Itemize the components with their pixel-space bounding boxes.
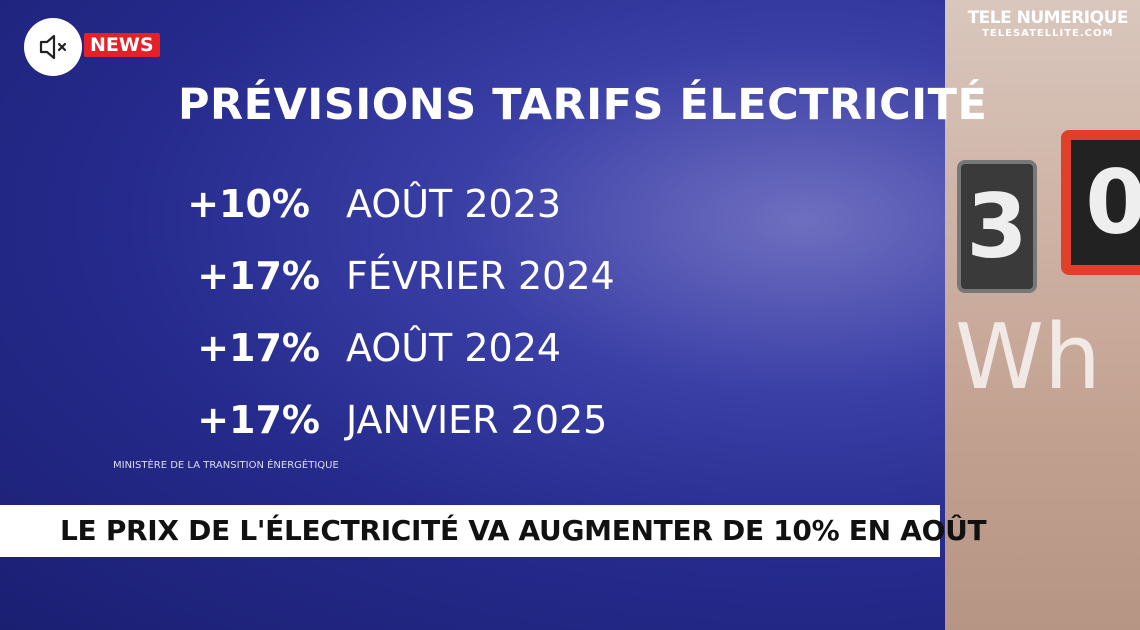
date: AOÛT 2023 <box>346 182 562 226</box>
date: FÉVRIER 2024 <box>346 254 615 298</box>
photo: 3 0 Wh <box>945 0 1140 630</box>
news-badge: NEWS <box>84 33 160 57</box>
mute-button[interactable] <box>24 18 82 76</box>
meter-digit: 0 <box>1061 130 1140 275</box>
watermark-site: TELESATELLITE.COM <box>982 28 1114 39</box>
meter-unit: Wh <box>955 305 1102 410</box>
source: MINISTÈRE DE LA TRANSITION ÉNERGÉTIQUE <box>113 460 339 471</box>
watermark-name: TELE NUMERIQUE <box>967 8 1129 28</box>
increase: +17% <box>197 254 320 298</box>
date: JANVIER 2025 <box>346 398 608 442</box>
title: PRÉVISIONS TARIFS ÉLECTRICITÉ <box>178 80 988 130</box>
watermark: TELE NUMERIQUE TELESATELLITE.COM <box>967 8 1129 39</box>
increase: +10% <box>187 182 310 226</box>
increase: +17% <box>197 398 320 442</box>
mute-icon <box>39 34 67 60</box>
date: AOÛT 2024 <box>346 326 562 370</box>
banner-text: LE PRIX DE L'ÉLECTRICITÉ VA AUGMENTER DE… <box>60 514 987 547</box>
meter-digit: 3 <box>957 160 1037 293</box>
banner: LE PRIX DE L'ÉLECTRICITÉ VA AUGMENTER DE… <box>0 505 987 557</box>
increase: +17% <box>197 326 320 370</box>
